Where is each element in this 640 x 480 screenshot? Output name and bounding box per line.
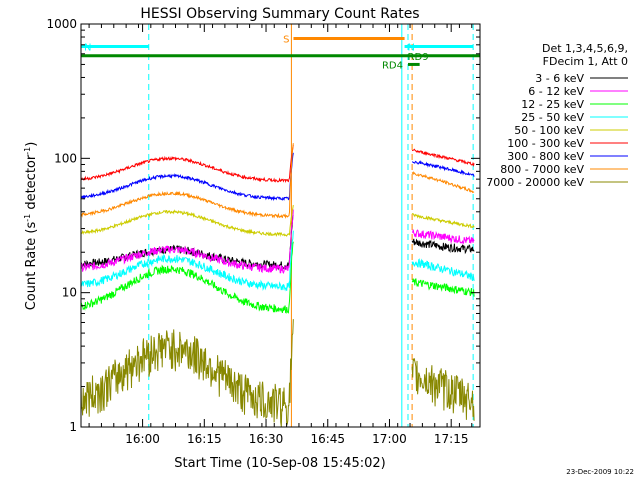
- series-line: [80, 241, 294, 314]
- legend-label: 7000 - 20000 keV: [486, 176, 584, 189]
- plot-frame: [80, 23, 481, 428]
- x-tick-label: 17:00: [372, 432, 407, 446]
- x-tick-label: 16:15: [187, 432, 222, 446]
- legend-label: 300 - 800 keV: [507, 150, 584, 163]
- flag-label: N: [84, 42, 91, 53]
- series-line: [80, 319, 294, 427]
- flag-label: RD9: [408, 52, 429, 63]
- legend-label: 100 - 300 keV: [507, 137, 584, 150]
- y-tick-label: 1000: [46, 17, 77, 31]
- x-tick-label: 16:30: [249, 432, 284, 446]
- x-tick-label: 16:45: [310, 432, 345, 446]
- series-line: [411, 258, 475, 282]
- y-axis-label: Count Rate (s-1 detector-1): [23, 142, 39, 311]
- y-tick-label: 1: [69, 420, 77, 434]
- series-line: [80, 214, 294, 271]
- series-line: [411, 358, 475, 421]
- x-axis: 16:00 16:15 16:30 16:45 17:00 17:15: [88, 24, 473, 446]
- legend-label: 25 - 50 keV: [521, 111, 584, 124]
- flag-label: N: [408, 42, 415, 53]
- legend-header-line-2: FDecim 1, Att 0: [543, 55, 628, 68]
- legend-label: 50 - 100 keV: [514, 124, 584, 137]
- series-line: [80, 209, 294, 274]
- legend: Det 1,3,4,5,6,9, FDecim 1, Att 0 3 - 6 k…: [486, 42, 628, 189]
- series-line: [80, 145, 294, 184]
- series-line: [411, 170, 475, 194]
- series-line: [411, 148, 475, 167]
- plot-area: N N S RD9 RD4: [80, 24, 480, 427]
- legend-label: 3 - 6 keV: [535, 72, 584, 85]
- series-line: [412, 160, 475, 177]
- legend-label: 12 - 25 keV: [521, 98, 584, 111]
- chart-title: HESSI Observing Summary Count Rates: [140, 6, 419, 22]
- series-line: [80, 143, 294, 219]
- x-axis-label: Start Time (10-Sep-08 15:45:02): [174, 456, 385, 471]
- series-line: [411, 278, 475, 297]
- legend-header-line-1: Det 1,3,4,5,6,9,: [542, 42, 628, 55]
- series-line: [80, 230, 294, 292]
- series-line: [411, 238, 475, 255]
- y-axis: 1 10 100 1000: [46, 17, 480, 434]
- flag-label: S: [283, 34, 289, 45]
- series-line: [80, 205, 294, 238]
- series-line: [411, 213, 475, 229]
- flag-label: RD4: [382, 60, 403, 71]
- y-tick-label: 10: [62, 286, 77, 300]
- series-line: [80, 152, 294, 202]
- legend-label: 6 - 12 keV: [528, 85, 584, 98]
- series-line: [412, 229, 475, 245]
- y-tick-label: 100: [54, 151, 77, 165]
- footer-timestamp: 23-Dec-2009 10:22: [566, 468, 634, 476]
- x-tick-label: 17:15: [434, 432, 469, 446]
- x-tick-label: 16:00: [125, 432, 160, 446]
- legend-label: 800 - 7000 keV: [500, 163, 584, 176]
